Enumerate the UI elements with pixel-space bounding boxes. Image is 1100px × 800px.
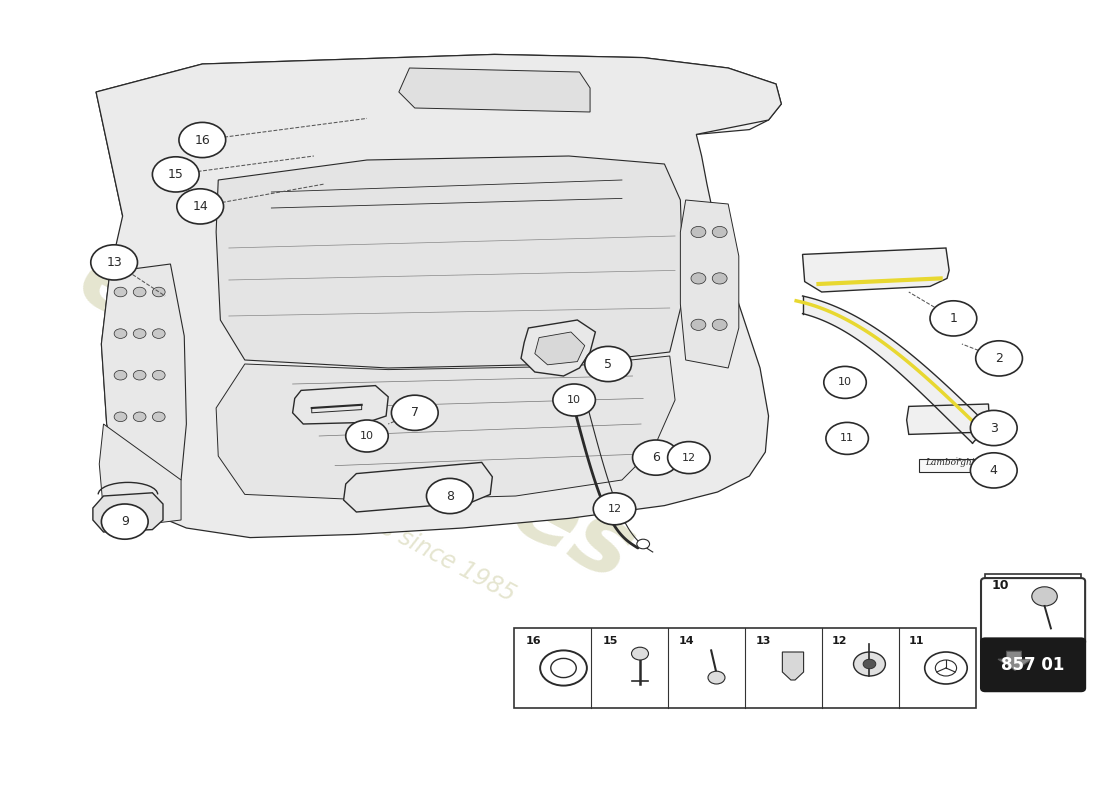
Polygon shape — [803, 248, 949, 292]
Text: 12: 12 — [607, 504, 621, 514]
Text: 1: 1 — [949, 312, 957, 325]
Polygon shape — [216, 356, 675, 500]
Circle shape — [691, 226, 706, 238]
Circle shape — [427, 478, 473, 514]
Text: 10: 10 — [568, 395, 581, 405]
Text: 14: 14 — [679, 636, 694, 646]
Circle shape — [133, 412, 146, 422]
Bar — [986, 574, 1081, 634]
Circle shape — [976, 341, 1022, 376]
Text: 12: 12 — [832, 636, 847, 646]
Text: 10: 10 — [360, 431, 374, 441]
Text: 10: 10 — [838, 378, 853, 387]
Circle shape — [553, 384, 595, 416]
Circle shape — [691, 319, 706, 330]
Text: 10: 10 — [991, 579, 1009, 592]
Circle shape — [114, 329, 126, 338]
Circle shape — [826, 422, 868, 454]
Text: 8: 8 — [446, 490, 454, 502]
Circle shape — [691, 273, 706, 284]
Polygon shape — [906, 404, 990, 434]
FancyBboxPatch shape — [981, 578, 1085, 645]
Text: 13: 13 — [107, 256, 122, 269]
Circle shape — [91, 245, 138, 280]
Circle shape — [179, 122, 226, 158]
Text: 857 01: 857 01 — [1001, 656, 1065, 674]
Text: 4: 4 — [990, 464, 998, 477]
Text: a passion for parts since 1985: a passion for parts since 1985 — [194, 418, 519, 606]
Polygon shape — [293, 386, 388, 424]
Text: 2: 2 — [996, 352, 1003, 365]
Polygon shape — [101, 264, 186, 480]
Circle shape — [712, 319, 727, 330]
Circle shape — [153, 370, 165, 380]
Circle shape — [632, 440, 680, 475]
Circle shape — [153, 329, 165, 338]
Text: 11: 11 — [840, 434, 855, 443]
Circle shape — [114, 370, 126, 380]
Bar — [514, 628, 976, 708]
Circle shape — [864, 659, 876, 669]
Polygon shape — [96, 54, 781, 538]
Circle shape — [854, 652, 886, 676]
Circle shape — [101, 504, 148, 539]
Text: 16: 16 — [195, 134, 210, 146]
Circle shape — [712, 273, 727, 284]
Text: 5: 5 — [604, 358, 612, 370]
Circle shape — [133, 370, 146, 380]
Text: 3: 3 — [990, 422, 998, 434]
FancyBboxPatch shape — [981, 638, 1085, 691]
Circle shape — [114, 412, 126, 422]
Circle shape — [133, 287, 146, 297]
Circle shape — [345, 420, 388, 452]
Polygon shape — [99, 424, 182, 526]
Circle shape — [712, 226, 727, 238]
Circle shape — [930, 301, 977, 336]
Polygon shape — [521, 320, 595, 376]
Polygon shape — [535, 332, 585, 365]
Circle shape — [153, 412, 165, 422]
Circle shape — [631, 647, 649, 660]
Polygon shape — [216, 156, 683, 368]
Text: 9: 9 — [121, 515, 129, 528]
Circle shape — [593, 493, 636, 525]
Circle shape — [708, 671, 725, 684]
Text: 14: 14 — [192, 200, 208, 213]
Circle shape — [585, 346, 631, 382]
Text: 15: 15 — [603, 636, 618, 646]
Polygon shape — [92, 493, 163, 532]
Text: 7: 7 — [410, 406, 419, 419]
Polygon shape — [343, 462, 493, 512]
Circle shape — [970, 410, 1018, 446]
Polygon shape — [998, 651, 1032, 670]
Polygon shape — [96, 54, 781, 216]
Text: 13: 13 — [756, 636, 771, 646]
Text: 11: 11 — [909, 636, 924, 646]
Text: 16: 16 — [526, 636, 541, 646]
Text: 6: 6 — [652, 451, 660, 464]
Text: 15: 15 — [168, 168, 184, 181]
Circle shape — [1032, 586, 1057, 606]
Circle shape — [153, 287, 165, 297]
Circle shape — [133, 329, 146, 338]
Text: eurospares: eurospares — [63, 230, 650, 602]
Polygon shape — [782, 652, 804, 680]
Circle shape — [114, 287, 126, 297]
Circle shape — [824, 366, 867, 398]
Circle shape — [153, 157, 199, 192]
Circle shape — [970, 453, 1018, 488]
Polygon shape — [399, 68, 590, 112]
Text: Lamborghini: Lamborghini — [925, 458, 983, 467]
Circle shape — [392, 395, 438, 430]
Circle shape — [668, 442, 711, 474]
Bar — [920, 459, 993, 472]
Circle shape — [177, 189, 223, 224]
Polygon shape — [681, 200, 739, 368]
Circle shape — [637, 539, 650, 549]
Polygon shape — [803, 296, 989, 443]
Text: 12: 12 — [682, 453, 696, 462]
